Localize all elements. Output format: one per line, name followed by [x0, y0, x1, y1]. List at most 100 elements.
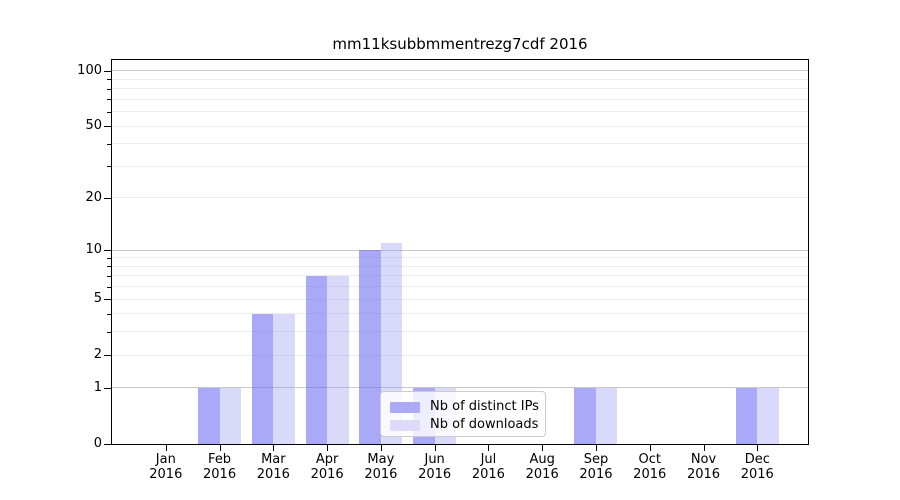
x-tick-mark	[273, 445, 275, 451]
bar-distinct-ips	[735, 387, 758, 444]
minor-gridline	[112, 166, 808, 167]
x-tick-mark	[488, 445, 490, 451]
x-tick-label-line: 2016	[310, 467, 344, 482]
minor-gridline	[112, 266, 808, 267]
x-tick-label-line: Jul	[480, 452, 497, 467]
x-tick-label-line: 2016	[471, 467, 505, 482]
y-tick-mark	[104, 70, 111, 72]
minor-gridline	[112, 143, 808, 144]
x-tick-label-line: 2016	[686, 467, 721, 482]
y-tick-mark	[104, 250, 111, 252]
major-gridline	[112, 70, 808, 71]
minor-gridline	[112, 257, 808, 258]
x-tick-label: Oct 2016	[622, 452, 678, 482]
y-minor-tick-mark	[107, 313, 111, 315]
bar-distinct-ips	[574, 387, 596, 444]
bar-downloads	[327, 275, 349, 444]
minor-gridline	[112, 99, 808, 100]
x-tick-mark	[165, 445, 167, 451]
bar-downloads	[273, 313, 295, 444]
x-tick-label: Jun 2016	[407, 452, 463, 482]
x-tick-label-line: May	[367, 452, 395, 467]
legend-label-distinct-ips: Nb of distinct IPs	[430, 399, 539, 414]
y-minor-tick-mark	[107, 166, 111, 168]
x-tick-mark	[380, 445, 382, 451]
legend-item-distinct-ips: Nb of distinct IPs	[390, 399, 539, 415]
major-gridline	[112, 250, 808, 251]
x-tick-label-line: Feb	[208, 452, 232, 467]
x-tick-label-line: 2016	[149, 467, 183, 482]
minor-gridline	[112, 299, 808, 300]
x-tick-label: Mar 2016	[245, 452, 301, 482]
x-tick-label: May 2016	[353, 452, 409, 482]
y-tick-label: 0	[93, 436, 102, 451]
y-tick-label: 20	[85, 189, 102, 205]
plot-area: Nb of distinct IPs Nb of downloads	[111, 59, 809, 445]
x-tick-label-line: 2016	[364, 467, 398, 482]
x-tick-label: Nov 2016	[676, 452, 732, 482]
minor-gridline	[112, 197, 808, 198]
y-tick-mark	[104, 387, 111, 389]
x-tick-label: Apr 2016	[299, 452, 355, 482]
y-minor-tick-mark	[107, 257, 111, 259]
legend: Nb of distinct IPs Nb of downloads	[380, 391, 546, 437]
x-tick-label: Jan 2016	[138, 452, 194, 482]
x-tick-mark	[542, 445, 544, 451]
x-tick-mark	[219, 445, 221, 451]
y-tick-label: 100	[77, 62, 102, 78]
y-minor-tick-mark	[107, 275, 111, 277]
y-minor-tick-mark	[107, 299, 111, 301]
x-tick-label-line: 2016	[525, 467, 559, 482]
minor-gridline	[112, 126, 808, 127]
x-tick-label-line: Sep	[583, 452, 609, 467]
bar-distinct-ips	[359, 250, 381, 444]
y-tick-mark	[104, 444, 111, 445]
bar-distinct-ips	[198, 387, 220, 444]
y-minor-tick-mark	[107, 143, 111, 145]
x-tick-label-line: Nov	[690, 452, 717, 467]
x-tick-label: Dec 2016	[729, 452, 785, 482]
y-tick-label: 2	[93, 347, 102, 363]
bar-downloads	[757, 387, 779, 444]
x-tick-label-line: Mar	[261, 452, 286, 467]
x-tick-label-line: 2016	[579, 467, 613, 482]
bar-distinct-ips	[251, 313, 274, 444]
x-tick-label: Aug 2016	[514, 452, 570, 482]
x-tick-label: Jul 2016	[460, 452, 516, 482]
x-tick-label-line: 2016	[203, 467, 237, 482]
y-minor-tick-mark	[107, 286, 111, 288]
x-tick-mark	[434, 445, 436, 451]
y-minor-tick-mark	[107, 79, 111, 81]
y-tick-label: 1	[93, 379, 102, 395]
y-tick-label: 50	[85, 118, 102, 134]
x-tick-label-line: 2016	[418, 467, 452, 482]
minor-gridline	[112, 88, 808, 89]
major-gridline	[112, 387, 808, 388]
bar-distinct-ips	[305, 275, 328, 444]
y-minor-tick-mark	[107, 111, 111, 113]
y-minor-tick-mark	[107, 266, 111, 268]
x-tick-mark	[595, 445, 597, 451]
x-tick-label-line: Jan	[155, 452, 176, 467]
legend-swatch-downloads	[390, 419, 420, 431]
bar-downloads	[595, 387, 618, 444]
x-tick-label-line: 2016	[633, 467, 667, 482]
x-tick-mark	[649, 445, 651, 451]
legend-item-downloads: Nb of downloads	[390, 417, 539, 433]
y-minor-tick-mark	[107, 197, 111, 199]
x-tick-label-line: 2016	[740, 467, 774, 482]
minor-gridline	[112, 286, 808, 287]
x-tick-label-line: Jun	[424, 452, 445, 467]
x-tick-label-line: Dec	[744, 452, 770, 467]
x-tick-label: Sep 2016	[568, 452, 624, 482]
y-minor-tick-mark	[107, 88, 111, 90]
y-minor-tick-mark	[107, 126, 111, 128]
y-minor-tick-mark	[107, 331, 111, 333]
y-minor-tick-mark	[107, 355, 111, 357]
x-tick-label-line: 2016	[256, 467, 290, 482]
x-tick-mark	[757, 445, 759, 451]
legend-label-downloads: Nb of downloads	[430, 417, 539, 432]
chart-title: mm11ksubbmmentrezg7cdf 2016	[332, 35, 588, 53]
x-tick-label-line: Aug	[529, 452, 555, 467]
